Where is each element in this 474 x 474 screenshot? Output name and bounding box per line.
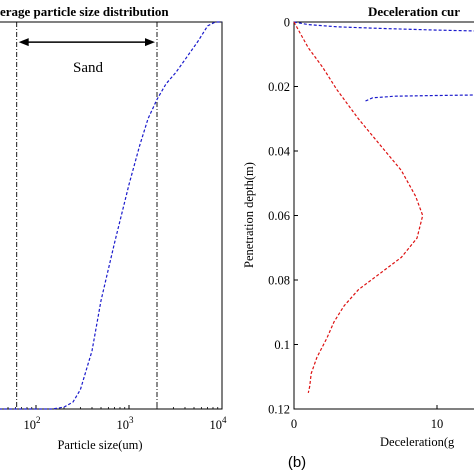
right-plot-frame bbox=[293, 21, 474, 410]
sand-arrow-head-right bbox=[144, 38, 155, 47]
right-y-tick-label: 0.04 bbox=[268, 145, 291, 159]
panel-caption: (b) bbox=[288, 454, 306, 471]
left-plot-frame bbox=[0, 21, 223, 410]
sand-label: Sand bbox=[73, 60, 104, 76]
left-x-tick-label: 104 bbox=[210, 415, 228, 432]
particle-size-chart: erage particle size distribution Particl… bbox=[0, 4, 227, 452]
right-x-tick-label: 10 bbox=[431, 417, 444, 431]
right-y-axis-label: Penetration depth(m) bbox=[242, 162, 256, 268]
right-x-axis-label: Deceleration(g bbox=[380, 435, 455, 449]
left-chart-title: erage particle size distribution bbox=[0, 4, 169, 19]
right-x-tick-label: 0 bbox=[291, 417, 297, 431]
left-x-tick-label: 102 bbox=[24, 415, 41, 432]
right-chart-title: Deceleration cur bbox=[368, 4, 460, 19]
right-y-tick-label: 0.06 bbox=[268, 209, 290, 223]
left-x-ticks: 102 103 104 bbox=[7, 405, 228, 432]
right-series-line bbox=[293, 21, 474, 32]
left-series bbox=[0, 21, 222, 410]
right-axis-ticks: 00.020.040.060.080.10.12010203040 bbox=[268, 16, 444, 432]
right-y-tick-label: 0.1 bbox=[274, 338, 290, 352]
right-series-line bbox=[365, 94, 474, 102]
sand-annotation: Sand bbox=[18, 38, 155, 76]
right-y-tick-label: 0.02 bbox=[268, 80, 290, 94]
right-y-tick-label: 0.12 bbox=[268, 403, 290, 417]
right-y-tick-label: 0.08 bbox=[268, 274, 290, 288]
deceleration-chart: Deceleration cur Deceleration(g Penetrat… bbox=[242, 4, 474, 449]
right-y-tick-label: 0 bbox=[284, 16, 290, 30]
left-x-tick-label: 103 bbox=[117, 415, 135, 432]
left-x-axis-label: Particle size(um) bbox=[57, 438, 142, 452]
left-series-line bbox=[0, 21, 222, 410]
right-series-line bbox=[293, 21, 424, 394]
sand-arrow-head-left bbox=[18, 38, 29, 47]
left-reference-lines bbox=[16, 22, 158, 409]
right-series bbox=[293, 21, 474, 394]
